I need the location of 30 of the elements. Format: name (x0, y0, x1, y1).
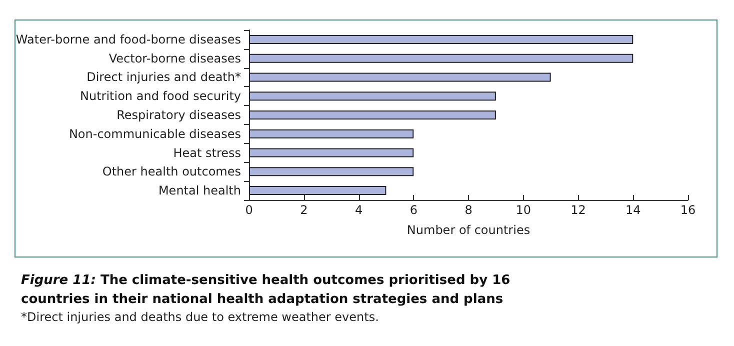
x-tick-label: 16 (680, 203, 696, 217)
bar (249, 110, 496, 120)
text: Figure 11: The climate-sensitive health outcomes prioritised by 16 countries in their national health adaptation strategies and plans (21, 273, 515, 307)
y-tick-label: Mental health (158, 184, 241, 198)
bar (249, 72, 551, 82)
x-axis-title: Number of countries (406, 223, 530, 237)
y-tick-label: Water-borne and food-borne diseases (16, 32, 241, 46)
bar (249, 129, 414, 138)
x-tick-label: 14 (625, 203, 641, 217)
y-tick-label: Other health outcomes (102, 164, 241, 179)
bar (249, 186, 386, 196)
y-tick-label: Vector-borne diseases (108, 51, 241, 66)
x-tick-label: 6 (410, 203, 418, 217)
bar (249, 54, 634, 63)
x-tick-label: 8 (464, 203, 472, 217)
bar (249, 92, 496, 101)
bar (249, 167, 414, 176)
x-tick-label: 4 (354, 203, 363, 217)
x-tick-label: 2 (300, 203, 308, 217)
bar (249, 34, 634, 44)
bar (249, 148, 414, 158)
y-tick-label: Nutrition and food security (80, 89, 241, 104)
y-tick-label: Heat stress (173, 146, 241, 160)
y-tick-label: Respiratory diseases (116, 108, 241, 122)
y-tick-label: Direct injuries and death* (86, 70, 241, 84)
y-tick-label: Non-communicable diseases (68, 126, 241, 141)
x-tick-label: 10 (516, 203, 532, 217)
x-tick-label: 12 (570, 203, 586, 217)
x-tick-label: 0 (245, 203, 253, 217)
text: *Direct injuries and deaths due to extreme weather events. (21, 310, 379, 324)
